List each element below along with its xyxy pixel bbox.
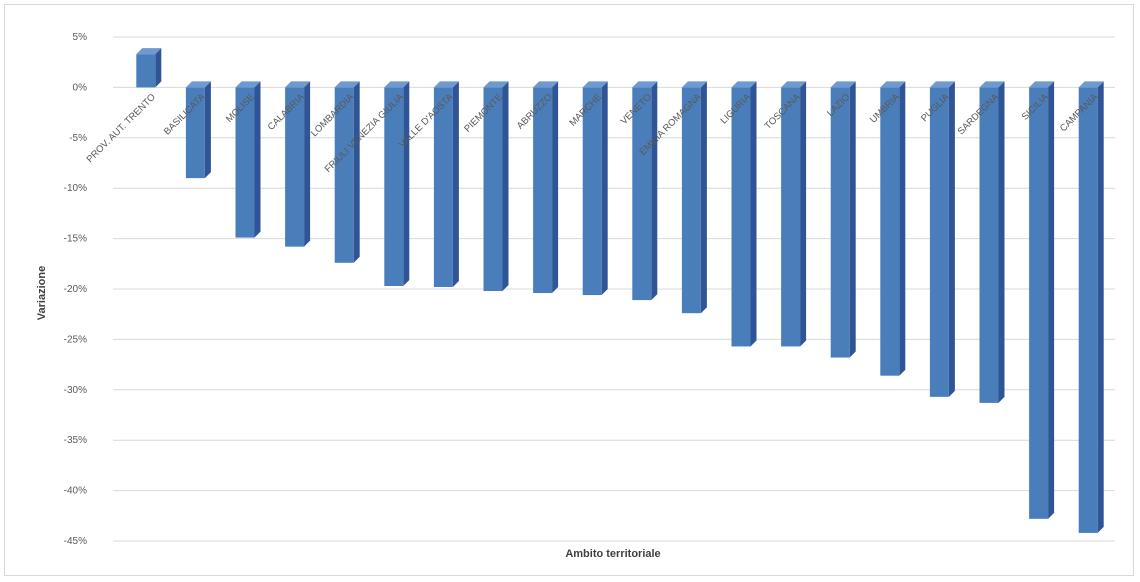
bar-front — [582, 87, 602, 296]
y-tick-label: -35% — [64, 435, 87, 446]
y-tick-label: 0% — [73, 82, 88, 93]
bar — [334, 81, 360, 263]
bar-side — [304, 81, 311, 247]
bar-side — [601, 81, 608, 296]
bar-top — [483, 81, 509, 88]
bar-top — [533, 81, 559, 88]
bar — [781, 81, 807, 347]
bar-top — [384, 81, 410, 88]
bar-side — [700, 81, 707, 314]
bar-front — [185, 87, 205, 179]
bar-top — [285, 81, 311, 88]
bar-side — [1048, 81, 1055, 519]
bar-side — [800, 81, 807, 347]
bar — [384, 81, 410, 286]
bar-side — [1097, 81, 1104, 533]
bar-top — [830, 81, 856, 88]
bar — [1029, 81, 1055, 519]
bar-front — [1029, 87, 1049, 519]
bar-front — [483, 87, 503, 292]
bar — [880, 81, 906, 376]
gridlines — [113, 36, 1115, 542]
bar-top — [136, 48, 162, 55]
bar — [235, 81, 261, 238]
bar-top — [334, 81, 360, 88]
bar-front — [681, 87, 701, 314]
category-label: PROV. AUT. TRENTO — [85, 92, 158, 165]
bar-side — [155, 48, 162, 88]
bar-top — [781, 81, 807, 88]
bar-side — [899, 81, 906, 376]
y-axis-title: Variazione — [36, 266, 48, 320]
y-tick-label: -15% — [64, 234, 87, 245]
y-tick-label: -40% — [64, 486, 87, 497]
bar — [483, 81, 509, 292]
bar — [681, 81, 707, 314]
bar-front — [979, 87, 999, 403]
bar — [285, 81, 311, 247]
bar-side — [254, 81, 261, 238]
y-tick-label: 5% — [73, 32, 88, 43]
bar-top — [582, 81, 608, 88]
bar-front — [384, 87, 404, 286]
chart-frame: 5% 0% -5% -10% -15% -20% -25% -30% -35% -40% -45% … — [4, 4, 1134, 576]
y-tick-label: -25% — [64, 334, 87, 345]
bar-top — [979, 81, 1005, 88]
bar — [582, 81, 608, 296]
bar-front — [433, 87, 453, 287]
bar — [1078, 81, 1104, 533]
bar — [929, 81, 955, 397]
bar-side — [948, 81, 955, 397]
bar-front — [533, 87, 553, 294]
bar-front — [929, 87, 949, 397]
bar-front — [235, 87, 255, 238]
bar — [979, 81, 1005, 403]
bar-top — [433, 81, 459, 88]
bar-top — [1078, 81, 1104, 88]
y-tick-label: -45% — [64, 536, 87, 547]
bar-side — [204, 81, 211, 179]
bar-front — [632, 87, 652, 301]
bar-front — [136, 54, 156, 88]
bar-top — [929, 81, 955, 88]
bar — [185, 81, 211, 179]
bar-side — [452, 81, 459, 287]
x-axis-title: Ambito territoriale — [565, 548, 660, 560]
bar-top — [880, 81, 906, 88]
bar-side — [849, 81, 856, 358]
bar-top — [731, 81, 757, 88]
bar-side — [552, 81, 559, 294]
bar-side — [998, 81, 1005, 403]
bar — [632, 81, 658, 301]
bar — [533, 81, 559, 294]
y-tick-label: -20% — [64, 284, 87, 295]
y-tick-label: -10% — [64, 183, 87, 194]
bar-front — [1078, 87, 1098, 533]
y-axis-ticks: 5% 0% -5% -10% -15% -20% -25% -30% -35% -40% -45% — [64, 32, 87, 547]
bar-side — [750, 81, 757, 347]
bar-top — [1029, 81, 1055, 88]
bar-front — [334, 87, 354, 263]
bars — [136, 48, 1104, 533]
bar-chart: 5%0%-5%-10%-15%-20%-25%-30%-35%-40%-45% … — [36, 32, 1115, 560]
bar-front — [880, 87, 900, 376]
bar-top — [185, 81, 211, 88]
bar-front — [285, 87, 305, 247]
bar-side — [403, 81, 410, 286]
bar-front — [731, 87, 751, 347]
bar-front — [781, 87, 801, 347]
bar-top — [235, 81, 261, 88]
bar — [830, 81, 856, 358]
y-tick-label: -30% — [64, 385, 87, 396]
bar-side — [502, 81, 509, 292]
bar-side — [651, 81, 658, 301]
bar-side — [353, 81, 360, 263]
y-tick-label: -5% — [69, 133, 87, 144]
bar-top — [632, 81, 658, 88]
bar — [433, 81, 459, 287]
bar-front — [830, 87, 850, 358]
bar-top — [681, 81, 707, 88]
bar — [731, 81, 757, 347]
bar — [136, 48, 162, 88]
